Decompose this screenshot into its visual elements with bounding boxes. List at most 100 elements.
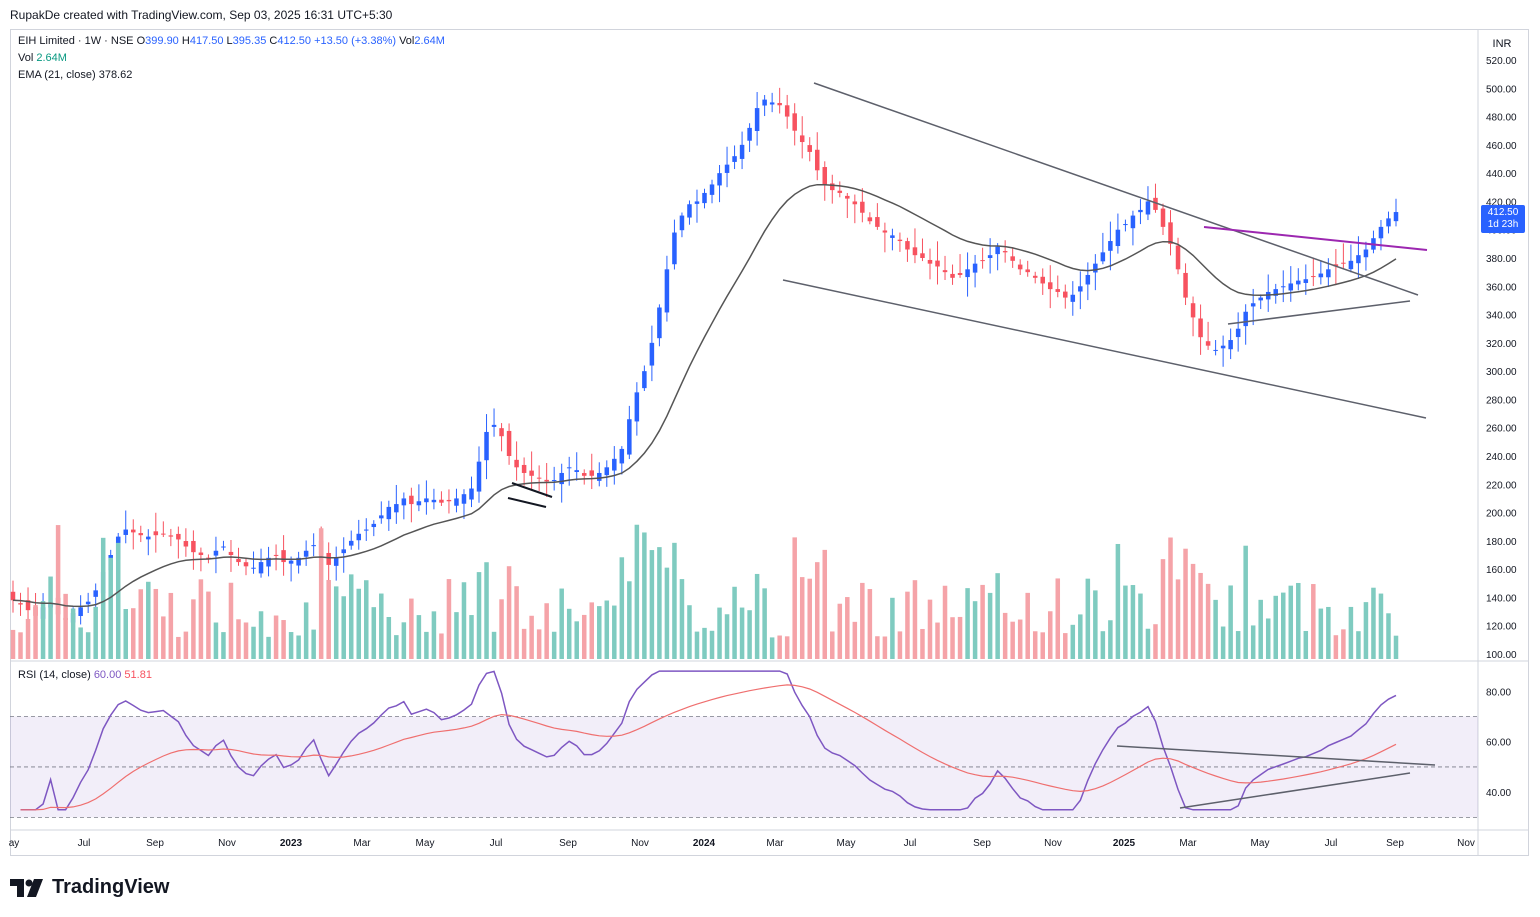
time-axis-tick: May: [416, 838, 435, 849]
candle-body: [394, 504, 399, 513]
volume-bar: [394, 635, 399, 659]
candle-body: [747, 127, 752, 141]
candle-body: [401, 498, 407, 506]
candle-body: [912, 247, 918, 256]
volume-bar: [1258, 599, 1263, 659]
candle-body: [544, 479, 549, 482]
candle-body: [604, 467, 610, 476]
candle-body: [1288, 283, 1294, 291]
volume-bar: [634, 524, 640, 659]
candle-body: [942, 270, 948, 273]
volume-bar: [732, 586, 737, 659]
candle-body: [679, 215, 685, 231]
volume-bar: [1040, 632, 1045, 659]
price-axis-tick: 280.00: [1486, 395, 1517, 406]
candle-body: [1017, 264, 1023, 270]
volume-bar: [845, 597, 850, 659]
candle-body: [559, 472, 564, 485]
time-axis-tick: Sep: [973, 838, 991, 849]
volume-bar: [70, 608, 76, 659]
candle-body: [10, 591, 16, 601]
volume-bar: [544, 603, 549, 659]
candle-body: [1303, 279, 1309, 283]
volume-bar: [762, 588, 767, 659]
vol-label: Vol: [399, 35, 415, 47]
volume-bar: [581, 614, 587, 659]
close-label: C: [269, 35, 278, 47]
chart-credit: RupakDe created with TradingView.com, Se…: [10, 8, 393, 22]
candle-body: [1115, 229, 1121, 247]
candle-body: [627, 419, 632, 455]
candle-body: [296, 557, 301, 566]
volume-bar: [484, 562, 489, 659]
rsi-ma-line: [20, 684, 1397, 811]
volume-bar: [852, 621, 858, 659]
volume-bar: [153, 588, 159, 659]
volume-bar: [860, 582, 865, 659]
volume-bar: [1010, 621, 1015, 659]
volume-bar: [25, 618, 31, 659]
candle-body: [85, 601, 91, 605]
candle-body: [213, 550, 219, 556]
candle-body: [454, 498, 459, 506]
rsi-legend-label: RSI (14, close): [18, 669, 91, 681]
volume-bar: [521, 628, 527, 659]
candle-body: [251, 567, 256, 569]
volume-bar: [1108, 620, 1113, 659]
volume-bar: [379, 593, 384, 659]
volume-bar: [897, 631, 903, 659]
candle-body: [536, 477, 542, 479]
candle-body: [281, 550, 286, 563]
close-value: 412.50: [277, 35, 311, 47]
candle-body: [131, 529, 136, 533]
volume-bar: [318, 528, 324, 659]
volume-bar: [63, 593, 68, 659]
price-axis-tick: 200.00: [1486, 509, 1517, 520]
candle-body: [597, 472, 602, 481]
ema-legend-label: EMA (21, close): [18, 69, 96, 81]
volume-bar: [702, 627, 707, 659]
candle-body: [905, 241, 910, 250]
volume-bar: [1326, 606, 1331, 659]
price-axis-tick: 260.00: [1486, 424, 1517, 435]
price-axis-tick: 380.00: [1486, 254, 1517, 265]
candle-body: [371, 523, 377, 528]
candle-body: [1040, 276, 1045, 284]
volume-bar: [476, 572, 482, 659]
volume-bar: [213, 622, 219, 659]
volume-bar: [1130, 585, 1136, 659]
volume-bar: [642, 532, 647, 659]
candle-body: [25, 600, 31, 611]
candle-body: [574, 470, 579, 472]
volume-bar: [957, 616, 963, 659]
volume-bar: [784, 636, 790, 659]
volume-bar: [1348, 606, 1354, 659]
volume-bar: [40, 601, 46, 659]
candle-body: [1108, 241, 1113, 251]
candle-body: [176, 533, 181, 540]
volume-bar: [566, 608, 572, 659]
time-axis-tick: Mar: [766, 838, 784, 849]
vol-value: 2.64M: [414, 35, 445, 47]
volume-bar: [123, 609, 128, 659]
price-axis-tick: 180.00: [1486, 537, 1517, 548]
currency-label[interactable]: INR: [1492, 38, 1512, 50]
candle-body: [867, 217, 873, 222]
volume-bar: [882, 636, 888, 659]
time-axis-tick: Nov: [1044, 838, 1062, 849]
candle-body: [732, 156, 737, 162]
candle-body: [1393, 212, 1399, 222]
volume-bar: [333, 586, 339, 659]
volume-bar: [1371, 587, 1376, 659]
volume-bar: [687, 605, 692, 659]
candle-body: [499, 428, 504, 437]
volume-bar: [1243, 545, 1248, 659]
candle-body: [935, 260, 940, 267]
volume-bar: [627, 581, 632, 659]
volume-bar: [446, 579, 452, 659]
time-axis-tick: Sep: [146, 838, 164, 849]
volume-bar: [1138, 593, 1143, 659]
volume-legend-value: 2.64M: [36, 52, 67, 64]
volume-bar: [198, 579, 204, 659]
